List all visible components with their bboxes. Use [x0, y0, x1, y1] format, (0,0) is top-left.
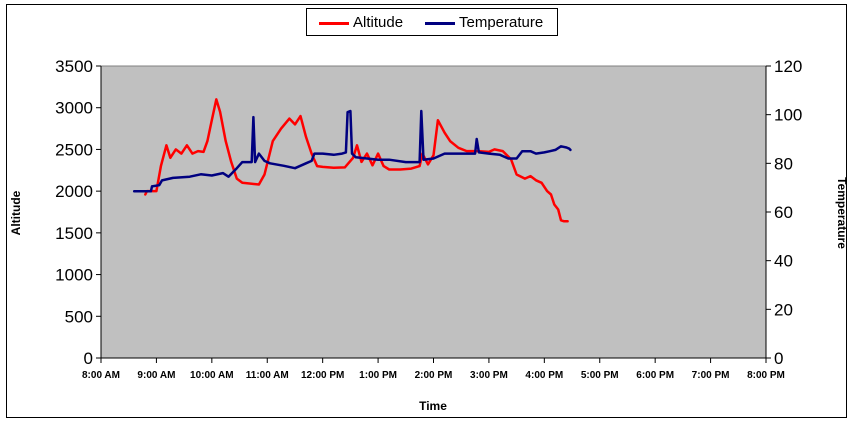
- x-tick-label: 6:00 PM: [636, 370, 674, 381]
- right-tick-label: 120: [774, 57, 802, 76]
- x-tick-label: 9:00 AM: [137, 370, 175, 381]
- right-tick-label: 80: [774, 154, 793, 173]
- right-tick-label: 60: [774, 203, 793, 222]
- y2-axis-title: Temperature: [835, 177, 849, 249]
- left-tick-label: 1000: [55, 266, 93, 285]
- x-axis-ticks: 8:00 AM 9:00 AM 10:00 AM 11:00 AM 12:00 PM 1:…: [82, 357, 785, 381]
- y-axis-title: Altitude: [9, 190, 23, 235]
- left-tick-label: 3000: [55, 99, 93, 118]
- x-tick-label: 8:00 AM: [82, 370, 120, 381]
- x-tick-label: 2:00 PM: [415, 370, 453, 381]
- series-line-temperature: [132, 109, 572, 193]
- plot-area: [100, 65, 767, 359]
- left-tick-label: 0: [84, 349, 93, 368]
- x-tick-label: 5:00 PM: [581, 370, 619, 381]
- legend-label-altitude: Altitude: [353, 14, 404, 31]
- left-axis-ticks: 0 500 1000 1500 2000 2500 3000 3500: [55, 57, 102, 368]
- x-tick-label: 4:00 PM: [525, 370, 563, 381]
- legend: Altitude Temperature: [306, 8, 558, 36]
- x-axis-title: Time: [419, 399, 447, 413]
- x-tick-label: 8:00 PM: [747, 370, 785, 381]
- x-tick-label: 12:00 PM: [301, 370, 344, 381]
- right-tick-label: 40: [774, 252, 793, 271]
- series-layer: [132, 98, 572, 223]
- x-tick-label: 11:00 AM: [246, 370, 289, 381]
- left-tick-label: 2000: [55, 182, 93, 201]
- x-tick-label: 7:00 PM: [692, 370, 730, 381]
- left-tick-label: 1500: [55, 224, 93, 243]
- left-tick-label: 2500: [55, 140, 93, 159]
- right-tick-label: 0: [774, 349, 783, 368]
- right-tick-label: 20: [774, 300, 793, 319]
- x-tick-label: 3:00 PM: [470, 370, 508, 381]
- x-tick-label: 1:00 PM: [359, 370, 397, 381]
- right-tick-label: 100: [774, 106, 802, 125]
- x-tick-label: 10:00 AM: [190, 370, 234, 381]
- legend-swatch-altitude: [319, 22, 349, 25]
- series-line-altitude: [144, 98, 569, 223]
- legend-label-temperature: Temperature: [459, 14, 544, 31]
- legend-swatch-temperature: [425, 22, 455, 25]
- right-axis-ticks: 0 20 40 60 80 100 120: [765, 57, 802, 368]
- left-tick-label: 3500: [55, 57, 93, 76]
- left-tick-label: 500: [65, 307, 93, 326]
